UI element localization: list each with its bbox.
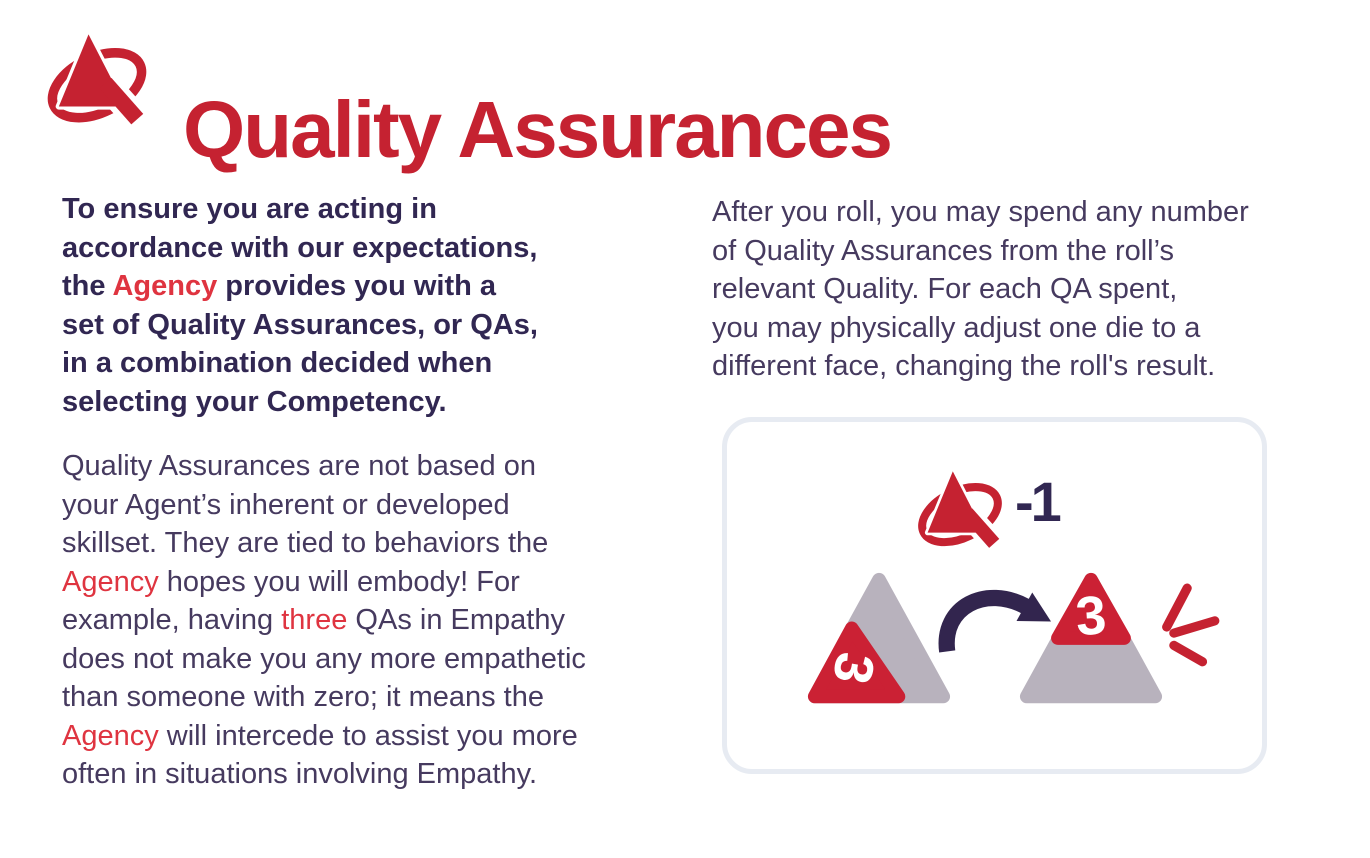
text-line: Agency hopes you will embody! For (62, 565, 520, 598)
die-value-after: 3 (1074, 584, 1108, 647)
agency-q-logo-icon (913, 466, 1007, 556)
text-line: To ensure you are acting in (62, 193, 437, 225)
intro-paragraph: To ensure you are acting in accordance wi… (62, 190, 682, 421)
text-line: After you roll, you may spend any number (712, 196, 1249, 228)
text-line: your Agent’s inherent or developed (62, 488, 510, 521)
qa-cost-label: -1 (1015, 470, 1062, 533)
text-line: different face, changing the roll's resu… (712, 350, 1216, 382)
body-paragraph: Quality Assurances are not based on your … (62, 447, 692, 794)
emphasis-lines-icon (1162, 583, 1220, 667)
text-line: often in situations involving Empathy. (62, 758, 538, 790)
text-line: example, having three QAs in Empathy (62, 604, 565, 636)
text-line: does not make you any more empathetic (62, 642, 586, 675)
text-line: than someone with zero; it means the (62, 681, 544, 713)
text-line: Agency will intercede to assist you more (62, 719, 578, 752)
text-line: you may physically adjust one die to a (712, 311, 1201, 344)
text-line: set of Quality Assurances, or QAs, (62, 308, 538, 341)
text-line: accordance with our expectations, (62, 231, 538, 264)
agency-q-logo-icon (42, 28, 152, 134)
text-line: selecting your Competency. (62, 385, 447, 418)
d4-die-before-icon: 3 (807, 572, 951, 704)
text-line: Quality Assurances are not based on (62, 450, 536, 482)
example-illustration-box: -1 3 3 (722, 417, 1267, 774)
text-line: in a combination decided when (62, 347, 493, 379)
d4-die-after-icon: 3 (1019, 572, 1163, 704)
text-line: the Agency provides you with a (62, 270, 497, 302)
rules-paragraph: After you roll, you may spend any number… (712, 193, 1342, 386)
text-line: of Quality Assurances from the roll’s (712, 234, 1175, 267)
text-line: skillset. They are tied to behaviors the (62, 527, 549, 559)
text-line: relevant Quality. For each QA spent, (712, 273, 1178, 305)
page-title: Quality Assurances (183, 84, 893, 174)
curved-adjust-arrow-icon (938, 589, 1052, 653)
